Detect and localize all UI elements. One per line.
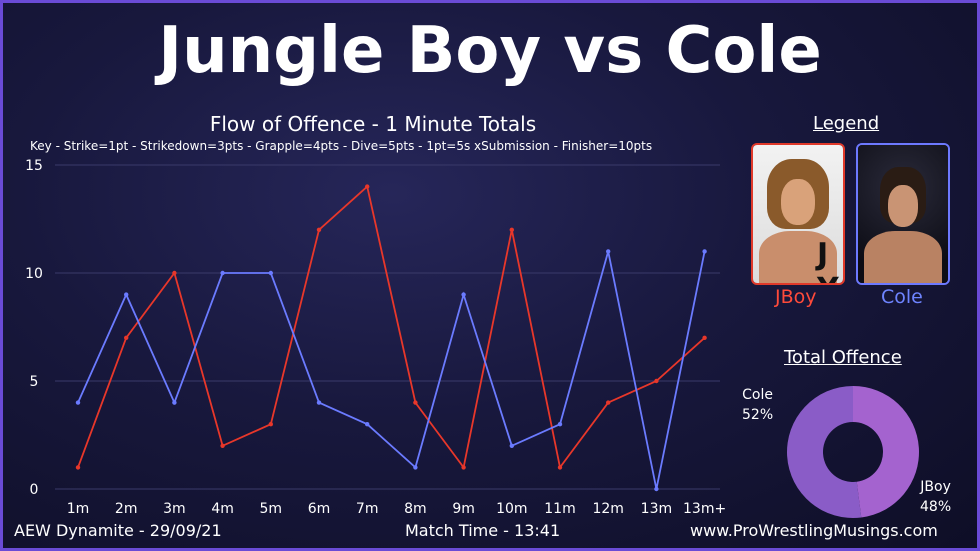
x-tick-label: 11m: [544, 501, 575, 517]
series-line-jboy: [77, 184, 706, 470]
footer-match-time: Match Time - 13:41: [405, 521, 561, 540]
x-tick-label: 5m: [260, 501, 283, 517]
data-point-cole: [606, 249, 611, 254]
y-tick-label: 15: [25, 158, 43, 174]
data-point-jboy: [220, 443, 225, 448]
data-point-cole: [413, 465, 418, 470]
data-point-cole: [316, 400, 322, 405]
data-point-jboy: [172, 270, 177, 276]
data-point-jboy: [557, 465, 563, 470]
data-point-jboy: [702, 335, 707, 340]
x-tick-label: 9m: [452, 501, 475, 517]
pie-label-jboy: JBoy 48%: [920, 477, 951, 517]
data-point-cole: [509, 443, 514, 448]
data-point-jboy: [268, 422, 273, 427]
data-point-jboy: [509, 227, 514, 232]
scoring-key: Key - Strike=1pt - Strikedown=3pts - Gra…: [30, 139, 653, 153]
data-point-cole: [702, 249, 707, 254]
data-point-jboy: [365, 184, 370, 189]
data-point-cole: [461, 292, 466, 297]
data-point-cole: [654, 486, 659, 492]
data-point-jboy: [124, 335, 129, 340]
jboy-photo: J Y: [751, 143, 845, 285]
pie-slice-jboy: [853, 386, 919, 518]
x-tick-label: 2m: [115, 501, 138, 517]
y-tick-label: 10: [25, 266, 43, 282]
pie-label-cole-pct: 52%: [742, 407, 774, 423]
legend-jboy-label: JBoy: [775, 286, 817, 308]
footer-website: www.ProWrestlingMusings.com: [690, 521, 938, 540]
x-tick-label: 13m+: [683, 501, 726, 517]
x-tick-label: 13m: [641, 501, 672, 517]
pie-label-jboy-pct: 48%: [920, 499, 952, 515]
y-tick-label: 5: [30, 374, 39, 390]
y-tick-label: 0: [30, 482, 39, 498]
data-point-jboy: [654, 378, 659, 384]
photo-letters: J Y: [817, 237, 839, 283]
pie-slice-cole: [786, 386, 862, 518]
legend-title: Legend: [813, 113, 880, 134]
x-tick-label: 12m: [592, 501, 623, 517]
x-tick-label: 4m: [211, 501, 234, 517]
cole-photo: [856, 143, 950, 285]
data-point-jboy: [75, 465, 81, 470]
pie-label-cole-name: Cole: [742, 387, 773, 403]
data-point-cole: [365, 422, 370, 427]
data-point-cole: [557, 422, 563, 427]
x-tick-label: 6m: [308, 501, 331, 517]
x-tick-label: 3m: [163, 501, 186, 517]
data-point-jboy: [413, 400, 418, 405]
series-line-cole: [77, 251, 706, 490]
pie-label-jboy-name: JBoy: [920, 479, 951, 495]
x-tick-label: 1m: [67, 501, 90, 517]
data-point-jboy: [461, 465, 466, 470]
data-point-cole: [75, 400, 81, 405]
pie-label-cole: Cole 52%: [742, 385, 773, 425]
data-point-cole: [268, 270, 273, 276]
data-point-cole: [220, 270, 225, 276]
x-tick-label: 7m: [356, 501, 379, 517]
footer-show-date: AEW Dynamite - 29/09/21: [14, 521, 222, 540]
page-title: Jungle Boy vs Cole: [158, 14, 822, 88]
data-point-cole: [172, 400, 177, 405]
x-tick-label: 8m: [404, 501, 427, 517]
data-point-cole: [124, 292, 129, 297]
data-point-jboy: [606, 400, 611, 405]
total-offence-title: Total Offence: [784, 347, 902, 368]
data-point-jboy: [316, 227, 322, 232]
chart-subtitle: Flow of Offence - 1 Minute Totals: [209, 112, 537, 136]
legend-cole-label: Cole: [881, 286, 923, 308]
x-tick-label: 10m: [496, 501, 527, 517]
